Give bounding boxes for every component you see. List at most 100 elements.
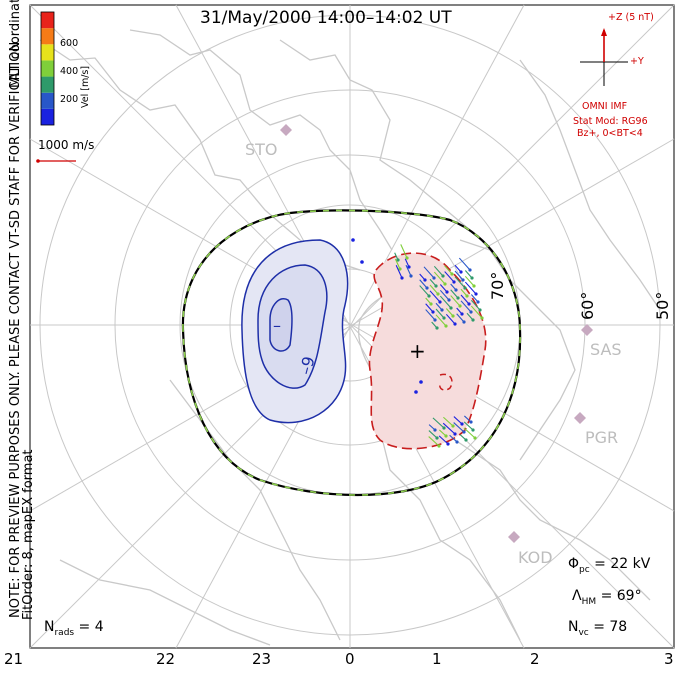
imf-source: OMNI IMF [582,101,628,112]
vector-origin [452,280,456,284]
station-sto-marker [280,124,292,136]
vector-origin [443,282,447,286]
vector-line [443,416,454,427]
mlt-label-23: 23 [252,650,272,668]
negative-cell-inner-contour [269,298,293,352]
nvc-subscript: vc [578,627,589,638]
mlt-grid [29,4,675,649]
mlt-label-1: 1 [432,650,442,668]
lambda-symbol: Λ [572,588,582,604]
colorbar-frame [40,11,55,126]
vector-origin [459,270,463,274]
vector-origin [414,390,418,394]
vector-origin [471,318,475,322]
vector-line [460,294,470,305]
vector-line [405,264,412,277]
latitude-label-70: 70° [488,271,507,300]
vector-origin [473,436,477,440]
vector-origin [472,284,476,288]
vector-origin [441,274,445,278]
mlt-label-2: 2 [530,650,540,668]
lambda-value: = 69° [596,588,642,604]
colorbar-band [41,28,54,45]
negative-cell [241,239,349,424]
vector-origin [461,278,465,282]
potential-max-marker: + [409,339,426,363]
vector-line [453,422,465,433]
imf-dial [580,28,628,86]
colorbar-tick-400: 400 [60,66,79,77]
vector-line [395,265,403,279]
vector-line [439,289,450,301]
hm-latitude: ΛHM = 69° [572,588,642,607]
vector-origin [471,428,475,432]
station-pgr-marker [574,412,586,424]
vector-origin [433,318,437,322]
vector-origin [469,310,473,314]
vector-line [432,417,445,429]
phi-symbol: Φ [568,556,580,572]
nvc-symbol: N [568,619,579,635]
colorbar-tick-600: 600 [60,38,79,49]
coastline-europe [39,39,361,271]
meridian-03-15 [29,4,675,649]
station-kod-label: KOD [518,548,553,567]
vector-origin [460,422,464,426]
nrads-symbol: N [44,619,55,635]
vector-origin [419,380,423,384]
vector-line [439,284,448,293]
vector-line [458,257,471,271]
vector-count: Nvc = 78 [568,619,627,638]
vector-line [423,266,435,279]
vector-origin [442,316,446,320]
vector-origin [463,286,467,290]
vector-origin [456,296,460,300]
vector-origin [423,278,427,282]
vector-origin [480,316,484,320]
vector-line [433,265,444,277]
vector-line [454,276,466,289]
imf-y-label: +Y [630,56,644,67]
vector-origin [405,256,409,260]
colorbar-unit-label: Vel [m/s] [80,65,91,108]
coastline-labrador [379,429,521,641]
mlt-label-21: 21 [4,650,24,668]
vector-origin [453,322,457,326]
vector-origin [454,288,458,292]
imf-condition: Bz+, 0<BT<4 [577,128,643,139]
nrads-subscript: rads [54,627,75,638]
vector-origin [449,306,453,310]
fitorder-note: FitOrder: 8, mapEX format [21,449,36,620]
vector-line [463,427,476,439]
vector-line [450,295,461,307]
vector-origin [434,284,438,288]
potential-min-marker: – [273,316,281,335]
colorbar-band [41,76,54,93]
vector-origin [433,428,437,432]
colorbar-tick-200: 200 [60,94,79,105]
vector-origin [446,442,450,446]
vector-origin [476,300,480,304]
vector-origin [469,420,473,424]
mlt-label-0: 0 [345,650,355,668]
coastline-scandinavia [129,29,393,251]
vector-origin [451,424,455,428]
vector-line [429,290,441,303]
vector-origin [451,314,455,318]
vector-origin [396,258,400,262]
vector-line [449,434,458,443]
vector-origin [438,300,442,304]
vector-origin [431,310,435,314]
vector-origin [435,436,439,440]
vector-origin [450,272,454,276]
vector-line [433,271,446,285]
latitude-label-50: 50° [653,291,672,320]
imf-model: Stat Mod: RG96 [573,116,648,127]
plot-frame [29,4,675,649]
reference-vector-label: 1000 m/s [38,138,95,152]
vector-origin [468,268,472,272]
imf-vector-head [601,28,607,36]
latitude-label-60: 60° [578,291,597,320]
vector-line [442,422,456,435]
vector-origin [444,434,448,438]
